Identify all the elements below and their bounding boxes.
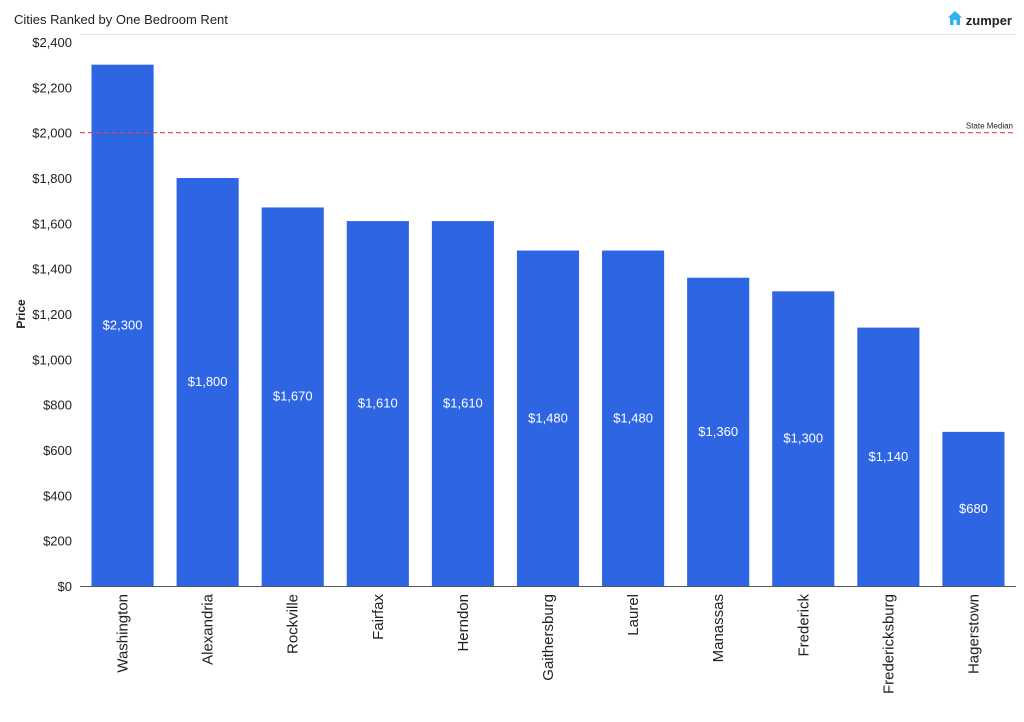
chart-header: Cities Ranked by One Bedroom Rent zumper xyxy=(0,0,1024,34)
bar-fairfax xyxy=(346,221,409,587)
y-tick-label: $1,400 xyxy=(32,262,72,277)
bar-herndon xyxy=(431,221,494,587)
data-label: $1,360 xyxy=(698,424,738,439)
x-tick-label: Washington xyxy=(115,594,132,673)
data-label: $1,480 xyxy=(528,410,568,425)
data-label: $1,480 xyxy=(613,410,653,425)
brand-logo: zumper xyxy=(947,10,1012,31)
bar-washington xyxy=(91,64,154,586)
y-tick-label: $0 xyxy=(58,579,72,594)
x-tick-label: Alexandria xyxy=(200,593,217,665)
bar-alexandria xyxy=(176,178,239,586)
x-tick-label: Frederick xyxy=(795,594,812,657)
data-label: $1,140 xyxy=(868,449,908,464)
header-divider xyxy=(80,34,1016,35)
bar-gaithersburg xyxy=(516,250,580,587)
house-icon xyxy=(947,10,963,31)
y-tick-label: $1,000 xyxy=(32,352,72,367)
y-tick-label: $2,400 xyxy=(32,35,72,50)
state-median-label: State Median xyxy=(966,122,1013,131)
chart-title: Cities Ranked by One Bedroom Rent xyxy=(14,12,228,27)
y-tick-label: $400 xyxy=(43,488,72,503)
bar-frederick xyxy=(772,291,835,586)
x-tick-label: Herndon xyxy=(455,594,472,652)
data-label: $1,800 xyxy=(188,374,228,389)
y-tick-label: $600 xyxy=(43,443,72,458)
y-tick-label: $1,200 xyxy=(32,307,72,322)
x-tick-label: Fairfax xyxy=(370,594,387,640)
y-tick-label: $1,800 xyxy=(32,171,72,186)
bar-laurel xyxy=(602,250,665,587)
x-tick-label: Manassas xyxy=(710,594,727,662)
data-label: $680 xyxy=(959,501,988,516)
x-tick-label: Rockville xyxy=(285,594,302,654)
y-tick-label: $2,200 xyxy=(32,80,72,95)
y-axis-label: Price xyxy=(14,299,28,329)
x-tick-label: Gaithersburg xyxy=(540,594,557,681)
bar-hagerstown xyxy=(942,431,1005,586)
x-tick-label: Hagerstown xyxy=(965,594,982,674)
y-tick-label: $800 xyxy=(43,398,72,413)
bar-fredericksburg xyxy=(857,327,920,586)
bar-rockville xyxy=(261,207,324,586)
data-label: $1,610 xyxy=(358,396,398,411)
y-tick-label: $200 xyxy=(43,534,72,549)
data-label: $1,610 xyxy=(443,396,483,411)
brand-name: zumper xyxy=(965,13,1012,28)
data-label: $1,670 xyxy=(273,389,313,404)
data-label: $1,300 xyxy=(783,431,823,446)
x-tick-label: Laurel xyxy=(625,594,642,636)
bar-manassas xyxy=(687,277,750,586)
y-tick-label: $1,600 xyxy=(32,216,72,231)
data-label: $2,300 xyxy=(103,317,143,332)
y-tick-label: $2,000 xyxy=(32,126,72,141)
x-tick-label: Fredericksburg xyxy=(880,594,897,694)
